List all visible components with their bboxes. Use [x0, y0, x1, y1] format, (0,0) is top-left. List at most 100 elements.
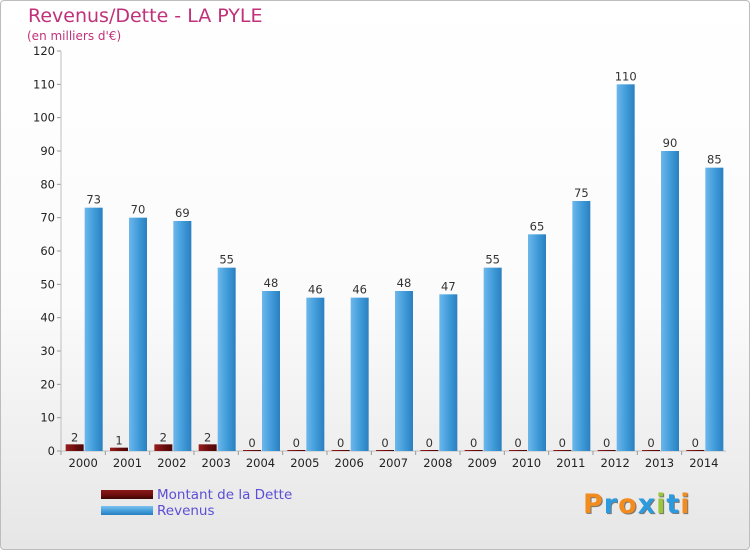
y-tick-label: 100	[33, 111, 55, 125]
bar-dette-2010	[509, 450, 527, 451]
bar-revenus-2000	[84, 207, 103, 451]
data-label-revenus-2008: 47	[441, 279, 456, 293]
data-label-dette-2005: 0	[293, 436, 300, 450]
data-label-dette-2010: 0	[514, 436, 521, 450]
data-label-revenus-2010: 65	[530, 219, 545, 233]
data-label-revenus-2012: 110	[615, 69, 637, 83]
data-label-dette-2009: 0	[470, 436, 477, 450]
data-label-revenus-2014: 85	[707, 153, 722, 167]
data-label-dette-2001: 1	[115, 434, 122, 448]
x-tick-label-2003: 2003	[202, 456, 231, 470]
data-label-revenus-2001: 70	[131, 203, 146, 217]
x-tick-label-2011: 2011	[556, 456, 585, 470]
legend-swatch-dette	[101, 490, 153, 499]
data-label-dette-2011: 0	[559, 436, 566, 450]
bar-dette-2013	[642, 450, 660, 451]
logo-letter: i	[656, 489, 667, 520]
x-tick-label-2008: 2008	[423, 456, 452, 470]
bar-dette-2007	[376, 450, 394, 451]
bar-revenus-2012	[616, 84, 635, 451]
bar-dette-2006	[331, 450, 350, 451]
bar-revenus-2004	[262, 291, 280, 451]
x-tick-label-2006: 2006	[335, 456, 364, 470]
data-label-revenus-2005: 46	[308, 283, 323, 297]
x-tick-label-2005: 2005	[290, 456, 319, 470]
legend-swatch-revenus	[101, 506, 153, 515]
bar-dette-2004	[243, 450, 261, 451]
data-label-dette-2014: 0	[692, 436, 699, 450]
logo-letter: t	[666, 489, 681, 520]
x-tick-label-2013: 2013	[645, 456, 674, 470]
bar-dette-2003	[198, 444, 217, 451]
logo-letter: o	[618, 489, 638, 520]
y-tick-label: 90	[40, 144, 55, 158]
y-tick-label: 0	[48, 444, 55, 458]
data-label-revenus-2000: 73	[86, 193, 101, 207]
bar-revenus-2010	[528, 234, 546, 451]
y-tick-label: 80	[40, 177, 55, 191]
bar-dette-2011	[553, 450, 572, 451]
bar-dette-2005	[287, 450, 306, 451]
bar-revenus-2013	[661, 151, 679, 451]
data-label-revenus-2007: 48	[397, 276, 412, 290]
bar-revenus-2008	[439, 294, 458, 451]
bar-revenus-2007	[395, 291, 413, 451]
y-tick-label: 40	[40, 311, 55, 325]
x-tick-label-2010: 2010	[512, 456, 541, 470]
data-label-dette-2002: 2	[160, 430, 167, 444]
x-tick-label-2009: 2009	[468, 456, 497, 470]
data-label-dette-2006: 0	[337, 436, 344, 450]
data-label-dette-2008: 0	[426, 436, 433, 450]
y-tick-label: 120	[33, 44, 55, 58]
x-tick-label-2002: 2002	[157, 456, 186, 470]
data-label-dette-2003: 2	[204, 430, 211, 444]
bar-dette-2009	[464, 450, 483, 451]
y-tick-label: 60	[40, 244, 55, 258]
x-tick-label-2000: 2000	[69, 456, 98, 470]
bar-revenus-2014	[705, 167, 724, 451]
y-tick-label: 70	[40, 211, 55, 225]
bar-revenus-2011	[572, 201, 591, 451]
bar-dette-2001	[110, 447, 128, 451]
data-label-dette-2013: 0	[647, 436, 654, 450]
bar-dette-2008	[420, 450, 439, 451]
legend-label-dette: Montant de la Dette	[157, 487, 293, 503]
y-tick-label: 20	[40, 377, 55, 391]
bar-revenus-2005	[306, 297, 325, 451]
data-label-revenus-2013: 90	[663, 136, 678, 150]
y-tick-label: 30	[40, 344, 55, 358]
y-tick-label: 10	[40, 411, 55, 425]
data-label-revenus-2002: 69	[175, 206, 190, 220]
data-label-revenus-2011: 75	[574, 186, 589, 200]
logo-letter: i	[680, 489, 691, 520]
data-label-revenus-2009: 55	[485, 253, 500, 267]
data-label-revenus-2003: 55	[219, 253, 234, 267]
y-tick-label: 110	[33, 77, 55, 91]
x-tick-label-2007: 2007	[379, 456, 408, 470]
data-label-revenus-2004: 48	[264, 276, 279, 290]
legend-label-revenus: Revenus	[157, 503, 215, 519]
bar-revenus-2002	[173, 221, 192, 451]
data-label-revenus-2006: 46	[352, 283, 367, 297]
data-label-dette-2004: 0	[248, 436, 255, 450]
bar-revenus-2006	[350, 297, 369, 451]
x-tick-label-2012: 2012	[601, 456, 630, 470]
x-tick-label-2014: 2014	[689, 456, 718, 470]
x-tick-label-2004: 2004	[246, 456, 275, 470]
logo-letter: r	[603, 489, 619, 520]
y-tick-label: 50	[40, 277, 55, 291]
logo-letter: x	[637, 489, 657, 520]
x-tick-label-2001: 2001	[113, 456, 142, 470]
chart-title: Revenus/Dette - LA PYLE	[28, 5, 263, 27]
bar-dette-2002	[154, 444, 173, 451]
data-label-dette-2007: 0	[381, 436, 388, 450]
bar-revenus-2003	[217, 267, 236, 451]
data-label-dette-2012: 0	[603, 436, 610, 450]
bar-dette-2014	[686, 450, 705, 451]
data-label-dette-2000: 2	[71, 430, 78, 444]
bar-dette-2012	[597, 450, 616, 451]
proxiti-logo: Proxiti	[583, 489, 691, 520]
bar-revenus-2001	[129, 217, 147, 451]
